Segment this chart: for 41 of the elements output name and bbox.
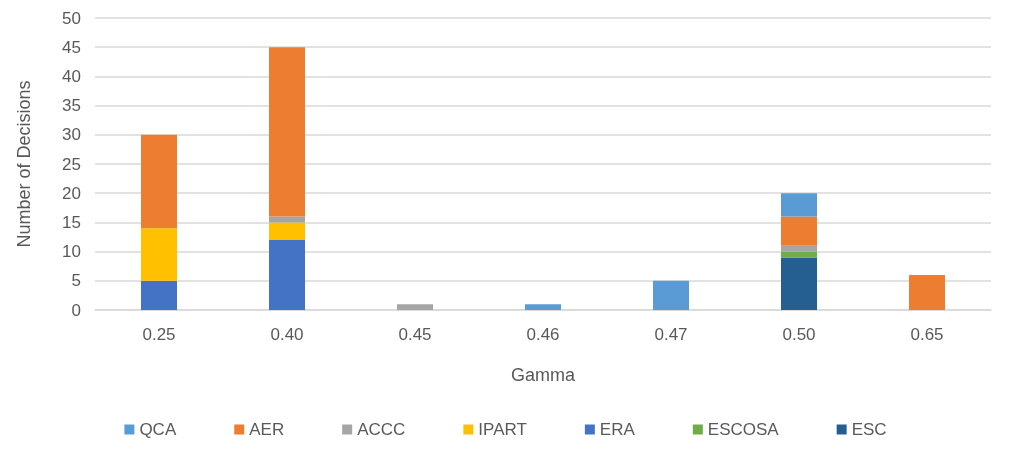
y-tick-label: 30 [62, 125, 81, 145]
x-tick-label: 0.47 [654, 325, 688, 344]
bar [141, 228, 177, 281]
legend-label: ACCC [357, 420, 406, 439]
y-tick-label: 5 [71, 271, 81, 291]
bar [269, 222, 305, 240]
legend-label: ESCOSA [707, 420, 780, 439]
y-tick-label: 40 [62, 66, 81, 86]
bar [141, 134, 177, 229]
x-axis-title: Gamma [510, 365, 576, 385]
bar [397, 304, 433, 310]
y-tick-label: 50 [62, 8, 81, 28]
y-tick-label: 25 [62, 154, 81, 174]
bar [781, 257, 817, 310]
bar [525, 304, 561, 310]
legend-label: QCA [139, 420, 177, 439]
bar [781, 245, 817, 252]
y-tick-label: 20 [62, 183, 81, 203]
bar [653, 280, 689, 310]
bar [269, 239, 305, 310]
bar [781, 216, 817, 246]
x-tick-label: 0.40 [270, 325, 304, 344]
legend-label: IPART [478, 420, 527, 439]
bar [141, 280, 177, 310]
bar [909, 274, 945, 310]
legend-label: AER [249, 420, 285, 439]
bar [269, 47, 305, 217]
y-tick-label: 35 [62, 96, 81, 116]
y-tick-label: 15 [62, 212, 81, 232]
y-tick-label: 0 [71, 300, 81, 320]
x-tick-label: 0.45 [398, 325, 432, 344]
legend-label: ERA [599, 420, 636, 439]
x-tick-label: 0.65 [910, 325, 944, 344]
legend-label: ESC [851, 420, 887, 439]
bar [781, 193, 817, 217]
x-tick-label: 0.46 [526, 325, 560, 344]
x-tick-label: 0.25 [142, 325, 176, 344]
y-tick-label: 10 [62, 242, 81, 262]
y-tick-label: 45 [62, 37, 81, 57]
y-axis-title: Number of Decisions [14, 80, 34, 248]
x-tick-label: 0.50 [782, 325, 816, 344]
